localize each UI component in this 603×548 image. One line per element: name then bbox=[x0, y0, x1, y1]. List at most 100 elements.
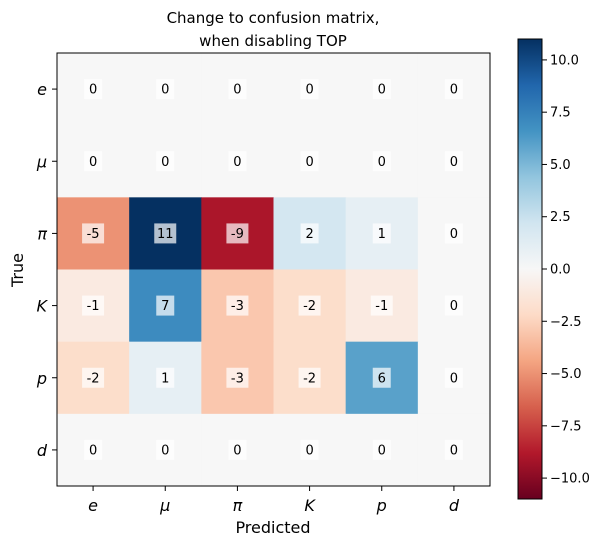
cell-value-label: 2 bbox=[305, 227, 313, 242]
cell-value-label: -2 bbox=[303, 371, 316, 386]
colorbar-tick-label: −10.0 bbox=[550, 472, 590, 487]
cell-value-label: -5 bbox=[87, 227, 100, 242]
y-tick-label: π bbox=[37, 224, 47, 243]
cell-value-label: 6 bbox=[378, 371, 386, 386]
cell-value-label: 11 bbox=[157, 227, 174, 242]
cell-value-label: -1 bbox=[375, 299, 388, 314]
cell-label-box bbox=[372, 223, 391, 244]
colorbar-tick-label: 2.5 bbox=[550, 210, 571, 225]
y-tick-label: p bbox=[36, 369, 47, 388]
colorbar-tick-label: −2.5 bbox=[550, 315, 582, 330]
y-axis-ticks: e μ π Kp d bbox=[36, 80, 57, 460]
y-tick-label: K bbox=[37, 297, 49, 316]
cell-value-label: 1 bbox=[378, 227, 386, 242]
cell-label-box bbox=[82, 295, 105, 316]
cell-label-box bbox=[444, 295, 463, 316]
cell-value-label: 0 bbox=[161, 83, 169, 98]
cell-label-box bbox=[370, 295, 393, 316]
x-tick-label: d bbox=[449, 496, 460, 515]
colorbar-tick-label: 7.5 bbox=[550, 106, 571, 121]
cell-value-label: 0 bbox=[450, 443, 458, 458]
cell-label-box bbox=[298, 295, 321, 316]
cell-value-label: 0 bbox=[378, 155, 386, 170]
cell-value-label: -1 bbox=[87, 299, 100, 314]
x-axis-label: Predicted bbox=[235, 518, 310, 537]
colorbar-tick-label: 10.0 bbox=[550, 53, 579, 68]
cell-value-label: 0 bbox=[89, 443, 97, 458]
y-tick-label: d bbox=[37, 441, 48, 460]
cell-label-box bbox=[444, 439, 463, 460]
plot-frame bbox=[56, 52, 491, 487]
colorbar-tick-label: −7.5 bbox=[550, 419, 582, 434]
cell-label-box bbox=[372, 439, 391, 460]
chart-title-line-2: when disabling TOP bbox=[199, 32, 347, 50]
cell-value-label: 0 bbox=[89, 83, 97, 98]
x-tick-label: K bbox=[304, 496, 316, 515]
cell-value-label: 0 bbox=[305, 83, 313, 98]
cell-value-label: 0 bbox=[450, 227, 458, 242]
y-tick-label: e bbox=[37, 80, 47, 99]
cell-value-label: 0 bbox=[233, 155, 241, 170]
chart-title-line-1: Change to confusion matrix, bbox=[167, 9, 380, 27]
cell-label-box bbox=[300, 151, 319, 172]
cell-value-label: 0 bbox=[233, 443, 241, 458]
cell-label-box bbox=[300, 439, 319, 460]
heatmap-cells bbox=[57, 53, 491, 487]
cell-label-box bbox=[226, 295, 249, 316]
cell-label-box bbox=[372, 79, 391, 100]
cell-value-label: -2 bbox=[303, 299, 316, 314]
cell-value-label: 1 bbox=[161, 371, 169, 386]
cell-label-box bbox=[156, 295, 175, 316]
cell-label-box bbox=[444, 151, 463, 172]
cell-value-label: 0 bbox=[305, 443, 313, 458]
cell-value-label: 0 bbox=[161, 443, 169, 458]
cell-label-box bbox=[156, 439, 175, 460]
x-tick-label: e bbox=[88, 496, 98, 515]
cell-value-label: -3 bbox=[231, 299, 244, 314]
cell-value-label: -9 bbox=[231, 227, 244, 242]
colorbar-ticks: 10.0 7.5 5.0 2.5 0.0 −2.5 −5.0 −7.5 −10.0 bbox=[542, 53, 590, 487]
cell-label-box bbox=[156, 79, 175, 100]
cell-label-box bbox=[444, 223, 463, 244]
chart-title: Change to confusion matrix, when disabli… bbox=[167, 9, 380, 50]
cell-label-box bbox=[154, 223, 177, 244]
x-tick-label: π bbox=[233, 496, 243, 515]
cell-value-label: 0 bbox=[378, 443, 386, 458]
cell-label-box bbox=[82, 367, 105, 388]
cell-value-label: 0 bbox=[450, 155, 458, 170]
cell-label-box bbox=[300, 223, 319, 244]
cell-value-label: 0 bbox=[305, 155, 313, 170]
colorbar-tick-label: 5.0 bbox=[550, 158, 571, 173]
y-tick-label: μ bbox=[36, 152, 47, 171]
colorbar-tick-label: −5.0 bbox=[550, 367, 582, 382]
cell-label-box bbox=[84, 79, 103, 100]
cell-label-box bbox=[228, 439, 247, 460]
cell-value-label: 0 bbox=[161, 155, 169, 170]
x-tick-label: p bbox=[376, 496, 387, 515]
y-axis-label: True bbox=[8, 253, 27, 288]
cell-value-label: 0 bbox=[450, 299, 458, 314]
colorbar-tick-label: 0.0 bbox=[550, 263, 571, 278]
cell-label-box bbox=[444, 367, 463, 388]
cell-value-label: -2 bbox=[87, 371, 100, 386]
cell-label-box bbox=[226, 367, 249, 388]
cell-value-label: -3 bbox=[231, 371, 244, 386]
x-tick-label: μ bbox=[159, 496, 170, 515]
cell-value-label: 0 bbox=[89, 155, 97, 170]
cell-value-label: 0 bbox=[450, 371, 458, 386]
cell-label-box bbox=[372, 151, 391, 172]
cell-label-box bbox=[84, 151, 103, 172]
cell-value-label: 7 bbox=[161, 299, 169, 314]
colorbar bbox=[517, 38, 543, 500]
cell-label-box bbox=[228, 79, 247, 100]
cell-label-box bbox=[226, 223, 249, 244]
cell-labels: 0 0 0 0 0 0 0 0 0 0 0 0 -5 11 -9 2 1 0 -1 7 -3 -2 -1 0 -2 1 -3 -2 6 0… bbox=[82, 79, 463, 460]
cell-value-label: 0 bbox=[233, 83, 241, 98]
cell-label-box bbox=[300, 79, 319, 100]
cell-label-box bbox=[444, 79, 463, 100]
cell-value-label: 0 bbox=[378, 83, 386, 98]
cell-label-box bbox=[84, 439, 103, 460]
cell-value-label: 0 bbox=[450, 83, 458, 98]
